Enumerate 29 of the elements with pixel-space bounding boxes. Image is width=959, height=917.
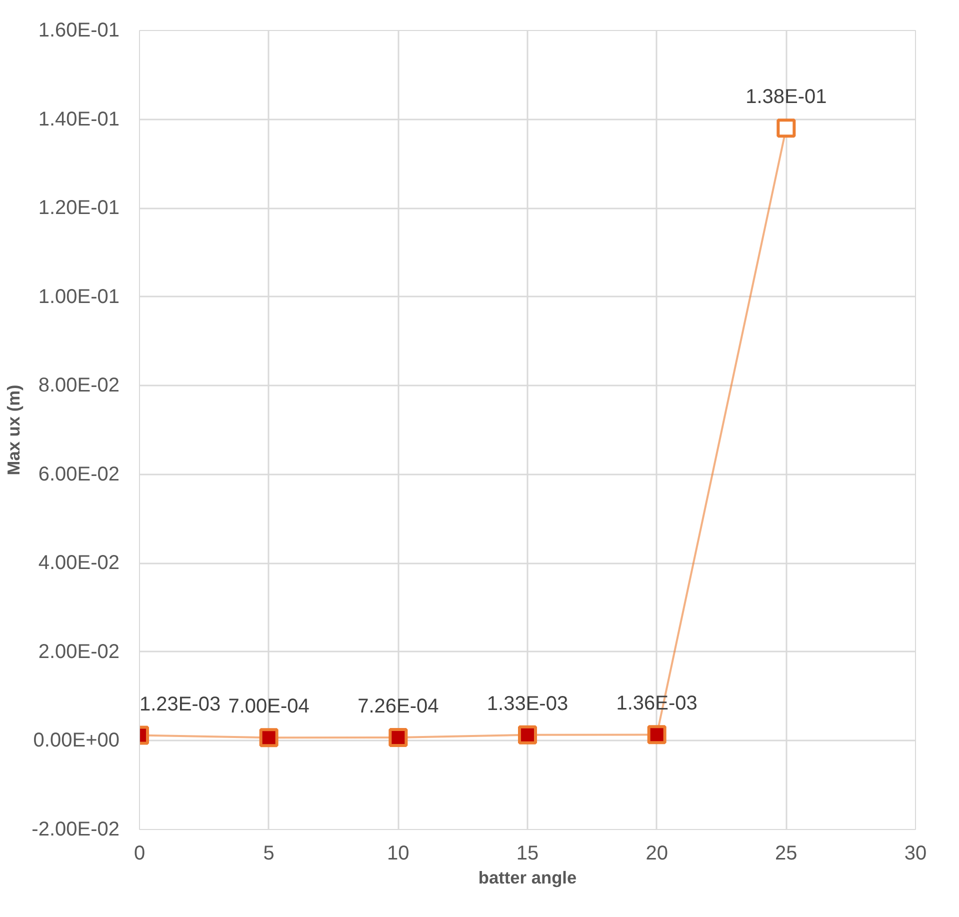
data-label: 7.26E-04 [358, 696, 439, 718]
data-label: 1.23E-03 [140, 693, 221, 716]
x-tick-label: 25 [775, 842, 798, 864]
point [776, 118, 796, 138]
y-tick-label: 4.00E-02 [38, 552, 120, 574]
y-tick-label: 0.00E+00 [33, 730, 120, 752]
point [388, 728, 408, 747]
y-tick-label: 6.00E-02 [38, 463, 120, 486]
x-tick-label: 0 [134, 842, 146, 864]
x-tick-label: 15 [516, 842, 539, 864]
y-tick-label: -2.00E-02 [32, 818, 120, 840]
data-label: 7.00E-04 [228, 696, 310, 718]
x-tick-label: 10 [387, 842, 410, 864]
x-tick-label: 30 [904, 842, 927, 864]
y-axis-title: Max ux (m) [4, 384, 24, 476]
data-label: 1.33E-03 [486, 692, 568, 715]
point [259, 728, 278, 748]
y-tick-label: 2.00E-02 [38, 640, 120, 663]
y-tick-label: 1.60E-01 [38, 20, 120, 42]
y-tick-label: 1.20E-01 [38, 197, 120, 220]
data-label: 1.38E-01 [746, 86, 827, 108]
point [518, 725, 537, 744]
y-tick-label: 1.00E-01 [38, 286, 120, 308]
x-axis-title: batter angle [478, 868, 577, 888]
point [647, 725, 666, 744]
x-tick-label: 20 [646, 842, 668, 864]
y-tick-label: 8.00E-02 [38, 374, 120, 397]
x-tick-label: 5 [263, 842, 274, 864]
y-tick-label: 1.40E-01 [38, 108, 120, 130]
